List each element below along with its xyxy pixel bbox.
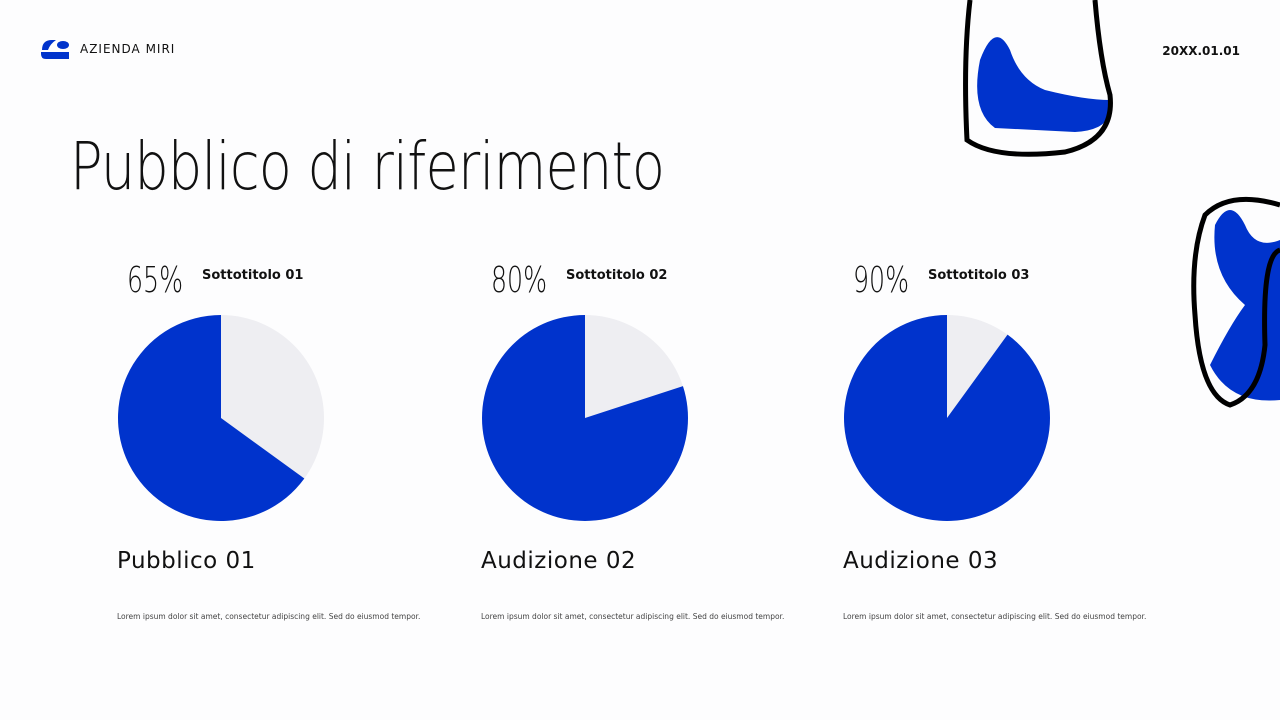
date: 20XX.01.01 (1162, 44, 1240, 58)
audience-name: Pubblico 01 (117, 548, 256, 574)
percent-label: 80% (491, 260, 548, 301)
audience-description: Lorem ipsum dolor sit amet, consectetur … (117, 612, 421, 621)
percent-label: 65% (127, 260, 184, 301)
pie-slice-value (844, 315, 1050, 521)
pie-slice-value (482, 315, 688, 521)
pie-slice-value (117, 315, 305, 521)
audience-description: Lorem ipsum dolor sit amet, consectetur … (843, 612, 1147, 621)
company-name: AZIENDA MIRI (80, 42, 176, 56)
pie-chart (844, 315, 1050, 521)
page-title: Pubblico di riferimento (70, 128, 665, 205)
decorative-blob-right (1191, 196, 1280, 408)
pie-chart (482, 315, 688, 521)
pie-chart (117, 315, 324, 521)
logo-icon (41, 40, 69, 59)
subtitle: Sottotitolo 01 (202, 268, 304, 283)
decorative-blob-top (963, 0, 1113, 157)
audience-name: Audizione 02 (481, 548, 637, 574)
company-logo: AZIENDA MIRI (40, 38, 175, 60)
subtitle: Sottotitolo 02 (566, 268, 668, 283)
audience-name: Audizione 03 (843, 548, 999, 574)
percent-label: 90% (853, 260, 910, 301)
audience-description: Lorem ipsum dolor sit amet, consectetur … (481, 612, 785, 621)
subtitle: Sottotitolo 03 (928, 268, 1030, 283)
